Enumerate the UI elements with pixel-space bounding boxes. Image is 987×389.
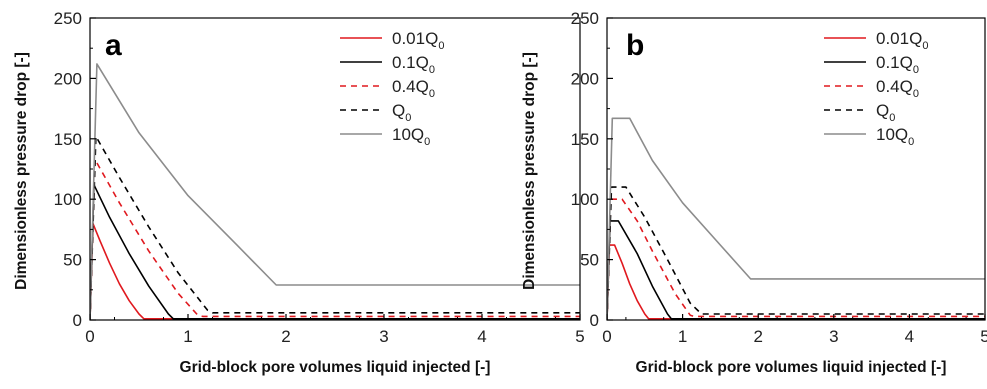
legend-label: Q0	[392, 101, 411, 124]
series-line-001Q0	[90, 222, 580, 320]
legend-label: 10Q0	[392, 125, 430, 148]
x-tick-label: 2	[753, 327, 762, 346]
x-tick-label: 3	[829, 327, 838, 346]
x-tick-label: 5	[980, 327, 987, 346]
series-line-04Q0	[90, 158, 580, 320]
legend-label: 0.01Q0	[876, 29, 928, 52]
legend-label: Q0	[876, 101, 895, 124]
series-line-10Q0	[607, 117, 985, 320]
x-tick-label: 0	[602, 327, 611, 346]
x-axis-title: Grid-block pore volumes liquid injected …	[180, 359, 491, 376]
x-axis-title: Grid-block pore volumes liquid injected …	[636, 359, 947, 376]
x-tick-label: 1	[183, 327, 192, 346]
legend-label: 0.4Q0	[392, 77, 435, 100]
legend-label: 0.1Q0	[392, 53, 435, 76]
x-tick-label: 4	[905, 327, 914, 346]
x-tick-label: 1	[678, 327, 687, 346]
series-line-01Q0	[607, 220, 985, 320]
x-tick-label: 5	[575, 327, 584, 346]
y-tick-label: 250	[54, 9, 82, 28]
y-tick-label: 100	[54, 190, 82, 209]
x-tick-label: 2	[281, 327, 290, 346]
y-axis-title: Dimensionless pressure drop [-]	[521, 52, 538, 290]
y-tick-label: 100	[571, 190, 599, 209]
series-line-10Q0	[90, 63, 580, 320]
y-tick-label: 50	[580, 251, 599, 270]
x-tick-label: 3	[379, 327, 388, 346]
y-tick-label: 150	[571, 130, 599, 149]
legend-label: 0.01Q0	[392, 29, 444, 52]
y-tick-label: 150	[54, 130, 82, 149]
plot-frame	[89, 17, 581, 321]
y-tick-label: 0	[590, 311, 599, 330]
y-tick-label: 50	[63, 251, 82, 270]
legend-label: 0.4Q0	[876, 77, 919, 100]
plot-frame	[606, 17, 986, 321]
panel-label: a	[105, 29, 122, 62]
series-line-04Q0	[607, 198, 985, 320]
legend-label: 0.1Q0	[876, 53, 919, 76]
series-line-Q0	[90, 135, 580, 320]
series-line-001Q0	[607, 244, 985, 320]
y-tick-label: 250	[571, 9, 599, 28]
y-tick-label: 200	[54, 69, 82, 88]
series-line-01Q0	[90, 183, 580, 320]
x-tick-label: 0	[85, 327, 94, 346]
series-line-Q0	[607, 186, 985, 320]
y-tick-label: 200	[571, 69, 599, 88]
y-axis-title: Dimensionless pressure drop [-]	[13, 52, 30, 290]
legend-label: 10Q0	[876, 125, 914, 148]
y-tick-label: 0	[73, 311, 82, 330]
x-tick-label: 4	[477, 327, 486, 346]
panel-label: b	[626, 29, 644, 62]
